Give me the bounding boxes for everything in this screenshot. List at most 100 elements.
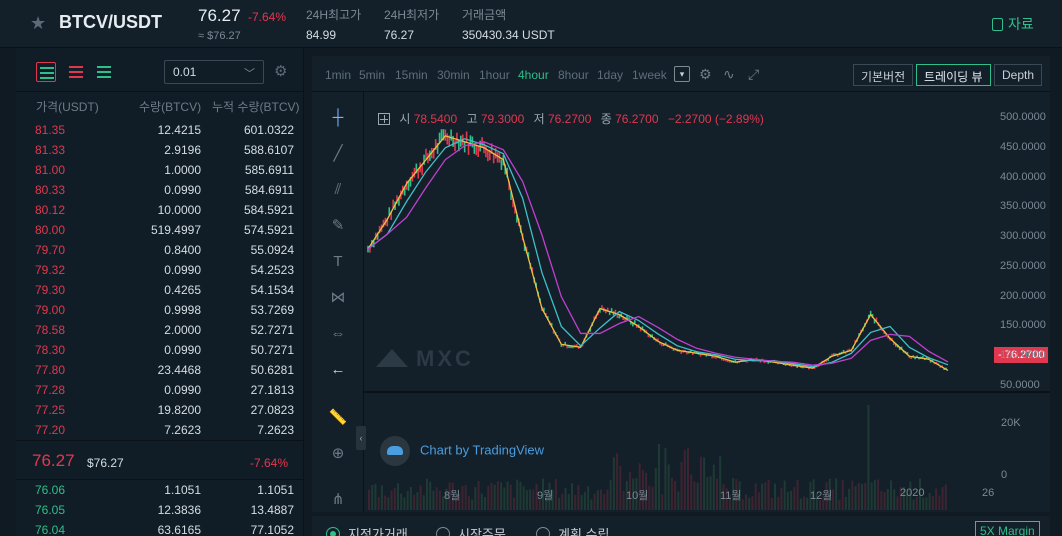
ruler-icon[interactable]: 📏: [328, 409, 348, 426]
view-depth-button[interactable]: Depth: [994, 64, 1043, 86]
volume-bar: [532, 489, 535, 510]
ask-row[interactable]: 79.30 0.4265 54.1534: [16, 280, 304, 300]
volume-bar: [722, 484, 725, 510]
text-icon[interactable]: T: [333, 253, 343, 270]
ask-row[interactable]: 77.28 0.0990 27.1813: [16, 380, 304, 400]
tv-credit-text: Chart by TradingView: [420, 442, 545, 458]
volume-bar: [416, 492, 419, 510]
ask-row[interactable]: 80.33 0.0990 584.6911: [16, 180, 304, 200]
order-type-market[interactable]: 시장주문: [436, 524, 506, 536]
chart-settings-icon[interactable]: ⚙: [699, 66, 712, 82]
ask-row[interactable]: 79.32 0.0990 54.2523: [16, 260, 304, 280]
zoom-icon[interactable]: ⊕: [331, 445, 345, 462]
volume-bar: [587, 486, 590, 510]
ask-row[interactable]: 79.70 0.8400 55.0924: [16, 240, 304, 260]
time-tick-label: 10월: [626, 490, 649, 502]
volume-bar: [670, 478, 673, 510]
timeframe-1min[interactable]: 1min: [325, 68, 352, 82]
last-price-tag: - 76.2700: [994, 347, 1048, 363]
view-both-button[interactable]: [36, 62, 56, 82]
legend-toggle-icon[interactable]: [378, 113, 390, 125]
view-asks-button[interactable]: [66, 62, 86, 82]
bid-row[interactable]: 76.04 63.6165 77.1052: [16, 520, 304, 536]
bid-row[interactable]: 76.06 1.1051 1.1051: [16, 480, 304, 500]
ask-row[interactable]: 81.00 1.0000 585.6911: [16, 160, 304, 180]
order-type-plan[interactable]: 계획 수립: [536, 524, 609, 536]
volume-bar: [554, 479, 557, 510]
crosshair-icon[interactable]: ┼: [332, 109, 344, 126]
precision-select[interactable]: 0.01 ﹀: [164, 60, 264, 84]
volume-bar: [690, 474, 693, 510]
ask-row[interactable]: 80.12 10.0000 584.5921: [16, 200, 304, 220]
ask-row[interactable]: 77.20 7.2623 7.2623: [16, 420, 304, 440]
measure-icon[interactable]: ⇔: [330, 325, 346, 342]
margin-button[interactable]: 5X Margin: [975, 521, 1040, 536]
timeframe-dropdown-icon[interactable]: ▾: [674, 66, 690, 82]
favorite-star-icon[interactable]: ★: [30, 13, 47, 33]
volume-bar: [861, 483, 863, 510]
volume-bar: [883, 491, 886, 510]
timeframe-15min[interactable]: 15min: [395, 68, 428, 82]
volume-bar: [886, 488, 889, 510]
timeframe-1week[interactable]: 1week: [632, 68, 667, 82]
collapse-toolbar-tab[interactable]: ‹: [356, 426, 366, 450]
volume-bar: [651, 486, 654, 510]
volume-bar: [509, 484, 512, 510]
brush-icon[interactable]: ✎: [331, 217, 345, 234]
docs-link[interactable]: 자료: [992, 14, 1034, 34]
chart-panel: ▾ ⚙ ∿ ⤢ 기본버전 트레이딩 뷰 Depth 1min 5min 15min 3…: [312, 56, 1050, 512]
orderbook: 0.01 ﹀ ⚙ 가격(USDT) 수량(BTCV) 누적 수량(BTCV) 7…: [16, 48, 304, 536]
price-chart[interactable]: [364, 92, 1050, 512]
indicators-icon[interactable]: ∿: [723, 66, 735, 82]
magnet-icon[interactable]: ⋔: [331, 491, 345, 508]
col-cumulative: 누적 수량(BTCV): [212, 100, 300, 114]
timeframe-8hour[interactable]: 8hour: [558, 68, 589, 82]
timeframe-4hour[interactable]: 4hour: [518, 68, 549, 82]
gear-icon[interactable]: ⚙: [274, 63, 288, 80]
volume-bar: [748, 497, 751, 510]
legend-close-label: 종: [600, 112, 612, 126]
fib-icon[interactable]: ⫽: [334, 181, 342, 198]
price-tick-label: 100.0000: [1000, 349, 1046, 362]
volume-bar: [796, 480, 799, 510]
view-basic-button[interactable]: 기본버전: [853, 64, 914, 86]
tradingview-credit[interactable]: Chart by TradingView: [380, 436, 544, 466]
ask-cumulative: 52.7271: [250, 323, 294, 337]
price-tick-label: 150.0000: [1000, 319, 1046, 332]
timeframe-1day[interactable]: 1day: [597, 68, 624, 82]
ask-row[interactable]: 77.25 19.8200 27.0823: [16, 400, 304, 420]
ask-row[interactable]: 77.80 23.4468 50.6281: [16, 360, 304, 380]
ask-row[interactable]: 80.00 519.4997 574.5921: [16, 220, 304, 240]
timeframe-30min[interactable]: 30min: [437, 68, 470, 82]
volume-bar: [458, 493, 461, 510]
legend-low-label: 저: [533, 112, 545, 126]
view-bids-button[interactable]: [94, 62, 114, 82]
ask-cumulative: 27.0823: [250, 403, 294, 417]
timeframe-5min[interactable]: 5min: [359, 68, 386, 82]
order-type-plan-label: 계획 수립: [558, 527, 610, 536]
back-arrow-icon[interactable]: ←: [330, 361, 346, 378]
mxc-logo-icon: [376, 349, 408, 367]
bid-amount: 12.3836: [157, 503, 201, 517]
ask-price: 77.20: [35, 423, 66, 437]
volume-bar: [890, 480, 892, 510]
pattern-icon[interactable]: ⋈: [330, 289, 346, 306]
trendline-icon[interactable]: ╱: [333, 145, 343, 162]
ask-cumulative: 27.1813: [250, 383, 294, 397]
ask-cumulative: 50.6281: [250, 363, 294, 377]
ask-row[interactable]: 79.00 0.9998 53.7269: [16, 300, 304, 320]
ma-fast-line: [367, 138, 949, 368]
ask-row[interactable]: 81.33 2.9196 588.6107: [16, 140, 304, 160]
ask-row[interactable]: 81.35 12.4215 601.0322: [16, 120, 304, 140]
pair-name[interactable]: BTCV/USDT: [59, 12, 162, 32]
price-tick-label: 200.0000: [1000, 289, 1046, 302]
order-type-limit[interactable]: 지정가거래: [326, 524, 408, 536]
volume-bar: [487, 485, 490, 510]
view-tradingview-button[interactable]: 트레이딩 뷰: [916, 64, 991, 86]
price-tick-label: 400.0000: [1000, 170, 1046, 183]
fullscreen-icon[interactable]: ⤢: [748, 66, 760, 82]
ask-row[interactable]: 78.58 2.0000 52.7271: [16, 320, 304, 340]
bid-row[interactable]: 76.05 12.3836 13.4887: [16, 500, 304, 520]
timeframe-1hour[interactable]: 1hour: [479, 68, 510, 82]
ask-row[interactable]: 78.30 0.0990 50.7271: [16, 340, 304, 360]
